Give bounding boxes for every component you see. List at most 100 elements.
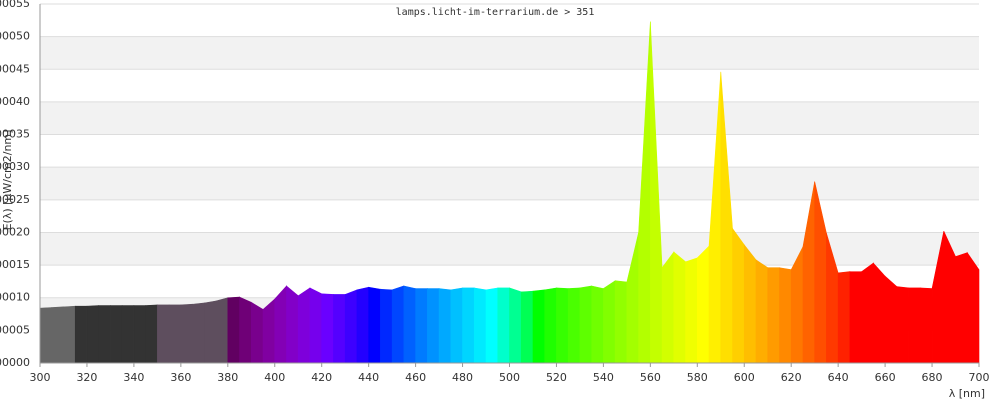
spectrum-segment <box>732 227 745 364</box>
x-tick-label: 540 <box>593 371 614 384</box>
spectrum-segment <box>380 288 393 364</box>
grid-band <box>40 167 979 200</box>
spectrum-segment <box>274 285 287 364</box>
spectrum-segment <box>180 303 193 364</box>
x-tick-label: 500 <box>499 371 520 384</box>
spectrum-segment <box>427 288 440 364</box>
spectrum-segment <box>438 288 452 364</box>
spectrum-segment <box>614 280 628 364</box>
spectrum-segment <box>368 286 381 364</box>
x-tick-label: 340 <box>123 371 144 384</box>
spectrum-segment <box>286 285 299 364</box>
spectrum-segment <box>391 285 405 364</box>
spectrum-segment <box>262 298 276 364</box>
x-tick-label: 660 <box>875 371 896 384</box>
spectrum-segment <box>920 287 933 364</box>
spectrum-segment <box>685 257 698 364</box>
spectrum-segment <box>779 267 792 364</box>
spectrum-segment <box>297 287 311 364</box>
spectrum-segment <box>955 252 968 364</box>
spectrum-segment <box>204 300 217 364</box>
spectrum-segment <box>356 286 369 364</box>
spectrum-segment <box>556 287 569 364</box>
x-tick-label: 440 <box>358 371 379 384</box>
spectrum-segment <box>814 181 827 364</box>
spectrum-segment <box>603 280 616 364</box>
spectrum-segment <box>250 301 264 364</box>
spectrum-segment <box>403 285 416 364</box>
spectrum-segment <box>520 290 534 364</box>
spectrum-segment <box>767 267 780 364</box>
x-tick-label: 640 <box>828 371 849 384</box>
spectrum-segment <box>473 287 487 364</box>
x-tick-label: 600 <box>734 371 755 384</box>
spectrum-segment <box>168 304 182 364</box>
spectrum-segment <box>966 251 980 364</box>
spectrum-segment <box>450 287 463 364</box>
spectrum-segment <box>509 287 522 364</box>
spectrum-segment <box>567 287 581 364</box>
spectrum-segment <box>215 297 229 364</box>
x-tick-label: 580 <box>687 371 708 384</box>
spectrum-segment <box>884 275 898 364</box>
grid-band <box>40 232 979 266</box>
spectrum-segment <box>591 285 604 364</box>
y-tick-label: 0.00010 <box>0 291 30 304</box>
spectrum-segment <box>239 296 252 364</box>
x-tick-label: 380 <box>217 371 238 384</box>
spectrum-segment <box>579 285 592 364</box>
spectrum-segment <box>837 271 851 364</box>
y-tick-label: 0.00020 <box>0 225 30 238</box>
spectrum-segment <box>896 286 909 364</box>
spectrum-segment <box>321 293 334 364</box>
spectrum-segment <box>63 305 76 364</box>
x-tick-label: 620 <box>781 371 802 384</box>
x-tick-label: 460 <box>405 371 426 384</box>
spectrum-segment <box>192 302 205 364</box>
spectrum-segment <box>532 289 546 364</box>
y-tick-label: 0.00030 <box>0 160 30 173</box>
spectrum-segment <box>497 287 510 364</box>
spectrum-segment <box>755 259 769 364</box>
spectrum-segment <box>743 243 757 364</box>
x-tick-label: 320 <box>76 371 97 384</box>
x-tick-label: 480 <box>452 371 473 384</box>
spectrum-segment <box>98 305 111 364</box>
spectrum-segment <box>861 262 874 364</box>
spectrum-segment <box>802 181 815 364</box>
chart-title: lamps.licht-im-terrarium.de > 351 <box>396 7 595 18</box>
spectrum-segment <box>133 305 146 364</box>
x-tick-label: 560 <box>640 371 661 384</box>
spectrum-segment <box>661 251 675 364</box>
spectrum-segment <box>333 294 346 364</box>
x-tick-label: 300 <box>30 371 51 384</box>
spectrum-segment <box>74 305 88 364</box>
spectrum-segment <box>145 304 158 364</box>
spectrum-segment <box>86 305 99 364</box>
x-tick-label: 520 <box>546 371 567 384</box>
grid-band <box>40 36 979 70</box>
x-tick-label: 680 <box>922 371 943 384</box>
spectrum-segment <box>849 271 862 364</box>
y-tick-label: 0.00040 <box>0 95 30 108</box>
spectrum-segment <box>51 306 64 364</box>
spectrum-segment <box>696 245 710 364</box>
x-tick-label: 700 <box>969 371 990 384</box>
spectrum-segment <box>873 262 886 364</box>
spectrum-segment <box>673 251 686 364</box>
spectrum-segment <box>485 287 499 364</box>
spectrum-segment <box>39 307 53 364</box>
spectrum-segment <box>157 304 170 364</box>
spectrum-segment <box>344 289 358 364</box>
spectrum-segment <box>309 287 323 364</box>
x-tick-label: 420 <box>311 371 332 384</box>
